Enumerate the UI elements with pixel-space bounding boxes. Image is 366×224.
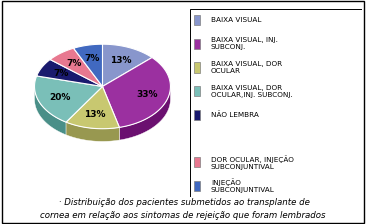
- Polygon shape: [102, 58, 171, 127]
- Text: cornea em relação aos sintomas de rejeição que foram lembrados: cornea em relação aos sintomas de rejeiç…: [40, 211, 326, 220]
- Text: · Distribuição dos pacientes submetidos ao transplante de: · Distribuição dos pacientes submetidos …: [56, 198, 310, 207]
- Text: 7%: 7%: [85, 54, 100, 63]
- Polygon shape: [50, 48, 102, 86]
- Text: 13%: 13%: [85, 110, 106, 119]
- Text: 20%: 20%: [49, 93, 70, 101]
- Text: BAIXA VISUAL: BAIXA VISUAL: [211, 17, 261, 23]
- Polygon shape: [34, 76, 102, 122]
- Bar: [194, 15, 200, 25]
- Bar: [194, 110, 200, 120]
- Bar: [194, 86, 200, 96]
- Text: 7%: 7%: [67, 59, 82, 68]
- Text: 7%: 7%: [53, 69, 69, 78]
- Text: BAIXA VISUAL, DOR
OCULAR: BAIXA VISUAL, DOR OCULAR: [211, 61, 282, 74]
- Text: 13%: 13%: [110, 56, 132, 65]
- Bar: [194, 39, 200, 49]
- Text: DOR OCULAR, INJEÇÃO
SUBCONJUNTIVAL: DOR OCULAR, INJEÇÃO SUBCONJUNTIVAL: [211, 155, 294, 170]
- Text: BAIXA VISUAL, INJ.
SUBCONJ.: BAIXA VISUAL, INJ. SUBCONJ.: [211, 37, 278, 50]
- Text: INJEÇÃO
SUBCONJUNTIVAL: INJEÇÃO SUBCONJUNTIVAL: [211, 179, 275, 193]
- Polygon shape: [119, 87, 171, 140]
- Polygon shape: [34, 87, 66, 135]
- Text: 33%: 33%: [136, 90, 158, 99]
- Bar: [194, 62, 200, 73]
- Polygon shape: [37, 60, 102, 86]
- Text: NÃO LEMBRA: NÃO LEMBRA: [211, 112, 259, 118]
- Polygon shape: [102, 44, 152, 86]
- Bar: [194, 157, 200, 167]
- Polygon shape: [66, 86, 119, 129]
- Text: BAIXA VISUAL, DOR
OCULAR,INJ. SUBCONJ.: BAIXA VISUAL, DOR OCULAR,INJ. SUBCONJ.: [211, 85, 293, 98]
- Bar: [194, 181, 200, 191]
- Polygon shape: [74, 44, 102, 86]
- Polygon shape: [66, 122, 119, 141]
